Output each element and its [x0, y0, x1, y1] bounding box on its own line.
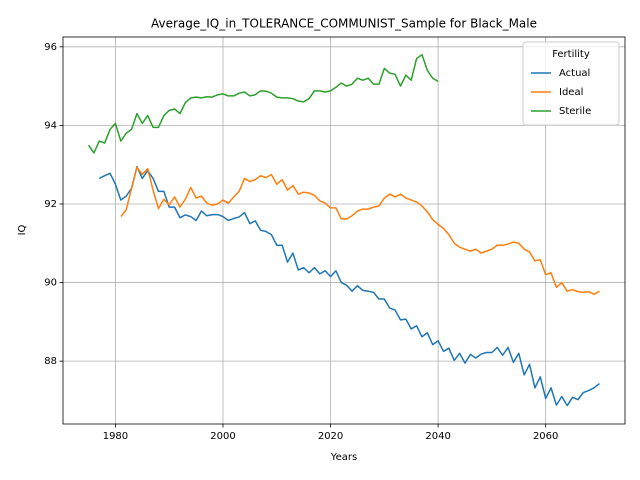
y-tick-label: 90 — [44, 278, 57, 289]
chart-title: Average_IQ_in_TOLERANCE_COMMUNIST_Sample… — [151, 17, 537, 31]
x-tick-label: 2040 — [425, 431, 450, 442]
x-axis-label: Years — [330, 452, 357, 463]
y-tick-label: 92 — [44, 199, 57, 210]
legend-label: Ideal — [559, 87, 583, 98]
line-series — [98, 165, 600, 407]
y-tick-label: 94 — [44, 120, 57, 131]
y-tick-label: 88 — [44, 356, 57, 367]
x-tick-label: 1980 — [103, 431, 128, 442]
legend-label: Actual — [559, 68, 590, 79]
x-tick-label: 2020 — [318, 431, 343, 442]
legend-box — [522, 41, 620, 126]
y-tick-label: 96 — [44, 42, 57, 53]
line-series — [120, 166, 600, 296]
line-series — [87, 53, 439, 154]
y-axis-label: IQ — [17, 224, 28, 235]
legend: Fertility Actual Ideal Sterile — [522, 41, 620, 126]
legend-label: Sterile — [559, 106, 591, 117]
legend-title: Fertility — [552, 49, 590, 60]
x-tick-label: 2060 — [533, 431, 558, 442]
plot-frame — [62, 36, 626, 425]
x-tick-label: 2000 — [210, 431, 235, 442]
